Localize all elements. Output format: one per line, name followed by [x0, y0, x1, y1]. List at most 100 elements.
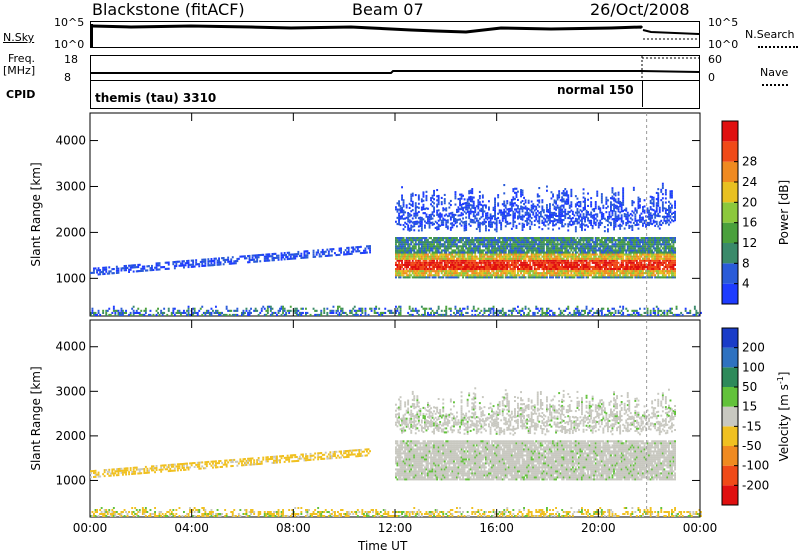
data-cell [402, 217, 405, 220]
data-cell [456, 272, 458, 275]
data-cell [570, 243, 573, 246]
data-cell [544, 237, 547, 240]
data-cell [608, 249, 611, 252]
data-cell [668, 270, 670, 273]
data-cell [652, 239, 655, 242]
data-cell [198, 263, 201, 266]
data-cell [632, 265, 635, 268]
data-cell [471, 192, 474, 195]
data-cell [453, 261, 455, 264]
data-cell [448, 307, 451, 310]
data-cell [488, 272, 490, 275]
data-cell [454, 259, 457, 262]
data-cell [657, 263, 660, 266]
data-cell [507, 239, 510, 242]
data-cell [466, 274, 469, 277]
data-cell [648, 274, 650, 277]
data-cell [486, 268, 489, 271]
data-cell [439, 247, 442, 250]
data-cell [538, 243, 541, 246]
data-cell [472, 239, 475, 242]
data-cell [549, 265, 551, 268]
data-cell [427, 247, 429, 250]
data-cell [533, 265, 536, 268]
data-cell [607, 313, 609, 316]
data-cell [489, 307, 492, 310]
data-cell [323, 307, 326, 310]
data-cell [622, 263, 625, 266]
data-cell [549, 313, 551, 316]
data-cell [410, 257, 413, 260]
data-cell [216, 261, 219, 264]
data-cell [530, 243, 533, 246]
data-cell [518, 251, 521, 254]
data-cell [495, 239, 498, 242]
data-cell [471, 259, 474, 262]
data-cell [295, 313, 298, 316]
data-cell [334, 252, 336, 255]
data-cell [626, 245, 629, 248]
data-cell [664, 237, 667, 240]
data-cell [637, 263, 640, 266]
data-cell [411, 309, 414, 312]
data-cell [597, 239, 600, 242]
data-cell [434, 263, 437, 266]
data-cell [205, 311, 208, 314]
data-cell [462, 209, 464, 212]
data-cell [475, 268, 478, 271]
data-cell [568, 274, 571, 277]
data-cell [668, 272, 670, 275]
data-cell [437, 257, 440, 260]
data-cell [547, 261, 550, 264]
data-cell [579, 241, 582, 244]
data-cell [663, 259, 666, 262]
data-cell [247, 261, 249, 264]
data-cell [556, 255, 559, 258]
data-cell [350, 309, 353, 312]
data-cell [509, 272, 512, 275]
data-cell [440, 313, 443, 316]
data-cell [428, 218, 431, 221]
data-cell [576, 259, 579, 262]
data-cell [219, 261, 222, 264]
data-cell [605, 241, 608, 244]
data-cell [459, 263, 461, 266]
data-cell [167, 309, 170, 312]
data-cell [492, 255, 495, 258]
data-cell [137, 266, 140, 269]
data-cell [654, 309, 657, 312]
data-cell [422, 212, 425, 215]
data-cell [590, 274, 593, 277]
data-cell [485, 257, 487, 260]
data-cell [413, 276, 416, 279]
data-cell [468, 204, 471, 207]
data-cell [649, 272, 652, 275]
data-cell [460, 255, 463, 258]
data-cell [495, 257, 498, 260]
data-cell [469, 245, 472, 248]
data-cell [561, 311, 564, 314]
data-cell [437, 276, 440, 279]
data-cell [657, 239, 660, 242]
data-cell [459, 222, 461, 225]
data-cell [527, 243, 530, 246]
data-cell [643, 251, 646, 254]
data-cell [520, 257, 522, 260]
data-cell [433, 255, 435, 258]
data-cell [433, 241, 435, 244]
data-cell [652, 265, 655, 268]
data-cell [128, 268, 130, 271]
data-cell [184, 262, 187, 265]
data-cell [202, 258, 205, 261]
data-cell [459, 249, 461, 252]
data-cell [509, 276, 512, 279]
data-cell [602, 257, 605, 260]
data-cell [201, 258, 204, 261]
data-cell [536, 268, 539, 271]
data-cell [160, 309, 163, 312]
data-cell [494, 222, 496, 225]
data-cell [584, 265, 586, 268]
data-cell [427, 253, 429, 256]
data-cell [474, 249, 477, 252]
data-cell [469, 204, 472, 207]
